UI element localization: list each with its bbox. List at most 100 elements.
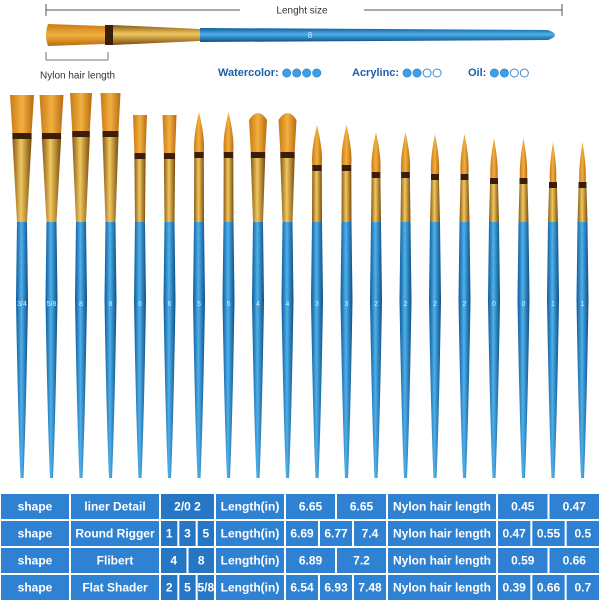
brush-size: 1 [551, 301, 555, 308]
cell-text: 0.47 [563, 500, 587, 514]
brush-band [490, 178, 498, 184]
brush-handle [45, 222, 58, 478]
cell-text: Nylon hair length [393, 527, 491, 541]
table-cell [197, 575, 214, 600]
cell-text: Round Rigger [75, 527, 155, 541]
rating-dot [412, 68, 422, 78]
table-cell [320, 575, 352, 600]
cell-text: shape [18, 554, 53, 568]
cell-text: 0.55 [537, 527, 561, 541]
brush-band [431, 174, 439, 180]
brush-ferrule [371, 178, 381, 222]
cell-text: 7.4 [362, 527, 379, 541]
brush-band [578, 182, 587, 188]
brush-ferrule [223, 158, 234, 222]
brush-band [41, 133, 62, 139]
brush-size: 3 [315, 301, 319, 308]
brush-ferrule [577, 188, 588, 222]
brush-size: 3/4 [17, 301, 27, 308]
brush-hair [312, 125, 322, 165]
hair-label: Nylon hair length [40, 71, 115, 82]
cell-text: 5 [184, 581, 191, 595]
brush-ferrule [41, 139, 62, 222]
cell-text: 5/8 [197, 581, 214, 595]
brush-band [72, 131, 90, 137]
table-cell [179, 521, 196, 546]
rating-dot [499, 68, 509, 78]
table-cell [566, 575, 599, 600]
brush-band [250, 152, 266, 158]
cell-text: 0.47 [502, 527, 526, 541]
table-cell [286, 575, 318, 600]
table-cell [286, 521, 318, 546]
cell-text: 8 [198, 554, 205, 568]
brush-hair [70, 93, 92, 131]
brush-size: 5/8 [47, 301, 57, 308]
ratings: Watercolor: Acrylinc: Oil: [218, 67, 529, 79]
brush-ferrule [489, 184, 499, 222]
rating-label: Acrylinc: [352, 67, 399, 79]
table-cell [337, 494, 386, 519]
table-cell [71, 548, 159, 573]
table-cell [320, 521, 352, 546]
brush-hair [194, 112, 204, 152]
brush-size: 4 [286, 301, 290, 308]
brush-ferrule [134, 159, 146, 222]
table-cell [1, 521, 69, 546]
brush-handle [163, 222, 176, 478]
cell-text: Nylon hair length [393, 581, 491, 595]
cell-text: liner Detail [84, 500, 145, 514]
brush-band [549, 182, 557, 188]
top-ferrule [113, 25, 200, 45]
brush-size: 2 [463, 301, 467, 308]
cell-text: Length(in) [221, 500, 280, 514]
brush-handle [429, 222, 441, 478]
rating-dot [489, 68, 499, 78]
brush-band [12, 133, 32, 139]
brush-handle [193, 222, 205, 478]
brush-hair [162, 115, 177, 153]
cell-text: Length(in) [221, 527, 280, 541]
brush-size: 2 [374, 301, 378, 308]
brush-hair [549, 142, 557, 182]
brush-size: 2 [404, 301, 408, 308]
table-cell [161, 494, 214, 519]
table-cell [354, 521, 386, 546]
table-cell [71, 575, 159, 600]
rating-dot [509, 68, 519, 78]
table-cell [216, 494, 284, 519]
brush-hair [371, 132, 381, 172]
brush-hair [39, 95, 64, 133]
cell-text: Length(in) [221, 554, 280, 568]
brush-hair [400, 132, 411, 172]
brush-ferrule [459, 180, 470, 222]
table-cell [498, 548, 548, 573]
table-cell [286, 548, 335, 573]
table-cell [1, 548, 69, 573]
cell-text: 6.77 [324, 527, 348, 541]
brush-band [401, 172, 410, 178]
brush-ferrule [341, 171, 352, 222]
table-cell [188, 548, 214, 573]
top-hair [46, 24, 105, 46]
rating-label: Watercolor: [218, 67, 279, 79]
table-cell [337, 548, 386, 573]
cell-text: 0.66 [537, 581, 561, 595]
rating-dot [422, 68, 432, 78]
brush-band [341, 165, 352, 171]
brush-handle [134, 222, 146, 478]
rating-dot [312, 68, 322, 78]
brush-handle [399, 222, 412, 478]
rating-dot [519, 68, 529, 78]
cell-text: 5 [202, 527, 209, 541]
cell-text: 0.59 [511, 554, 535, 568]
top-brush: Lenght size 8 Nylon hair length [40, 2, 563, 82]
brush-size: 0 [522, 301, 526, 308]
table-cell [1, 494, 69, 519]
brush-size: 5 [227, 301, 231, 308]
length-label: Lenght size [276, 6, 328, 17]
brush-size: 3 [345, 301, 349, 308]
brush-size: 4 [256, 301, 260, 308]
cell-text: Flat Shader [82, 581, 148, 595]
table-cell [1, 575, 69, 600]
